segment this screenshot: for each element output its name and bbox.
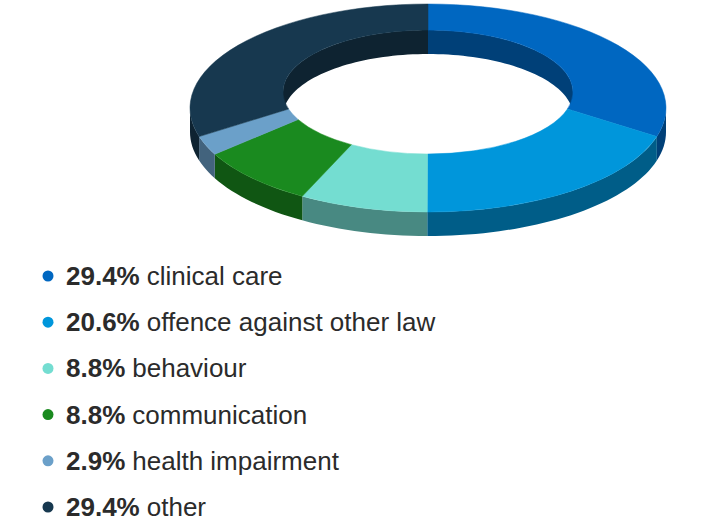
legend-label: behaviour bbox=[132, 353, 247, 383]
chart-svg: 29.4%clinical care20.6%offence against o… bbox=[0, 0, 720, 518]
slice bbox=[427, 109, 657, 212]
legend-value: 20.6% bbox=[66, 307, 140, 337]
legend-label: offence against other law bbox=[147, 307, 436, 337]
legend-label: other bbox=[147, 492, 207, 518]
legend-entry: 20.6%offence against other law bbox=[66, 307, 436, 337]
legend-entry: 8.8%behaviour bbox=[66, 353, 247, 383]
legend-swatch bbox=[43, 409, 54, 420]
legend: 29.4%clinical care20.6%offence against o… bbox=[43, 261, 436, 518]
legend-label: communication bbox=[132, 400, 307, 430]
legend-swatch bbox=[43, 455, 54, 466]
legend-value: 2.9% bbox=[66, 446, 125, 476]
legend-entry: 8.8%communication bbox=[66, 400, 307, 430]
legend-label: clinical care bbox=[147, 261, 283, 291]
slice bbox=[190, 4, 428, 137]
legend-entry: 29.4% other bbox=[66, 492, 206, 518]
legend-swatch bbox=[43, 317, 54, 328]
slice bbox=[428, 4, 666, 137]
legend-swatch bbox=[43, 271, 54, 282]
legend-value: 8.8% bbox=[66, 400, 125, 430]
slices bbox=[190, 4, 666, 212]
legend-value: 29.4% bbox=[66, 261, 140, 291]
legend-entry: 29.4%clinical care bbox=[66, 261, 283, 291]
legend-swatch bbox=[43, 502, 54, 513]
legend-value: 29.4% bbox=[66, 492, 140, 518]
legend-value: 8.8% bbox=[66, 353, 125, 383]
legend-swatch bbox=[43, 363, 54, 374]
legend-entry: 2.9%health impairment bbox=[66, 446, 340, 476]
legend-label: health impairment bbox=[132, 446, 339, 476]
